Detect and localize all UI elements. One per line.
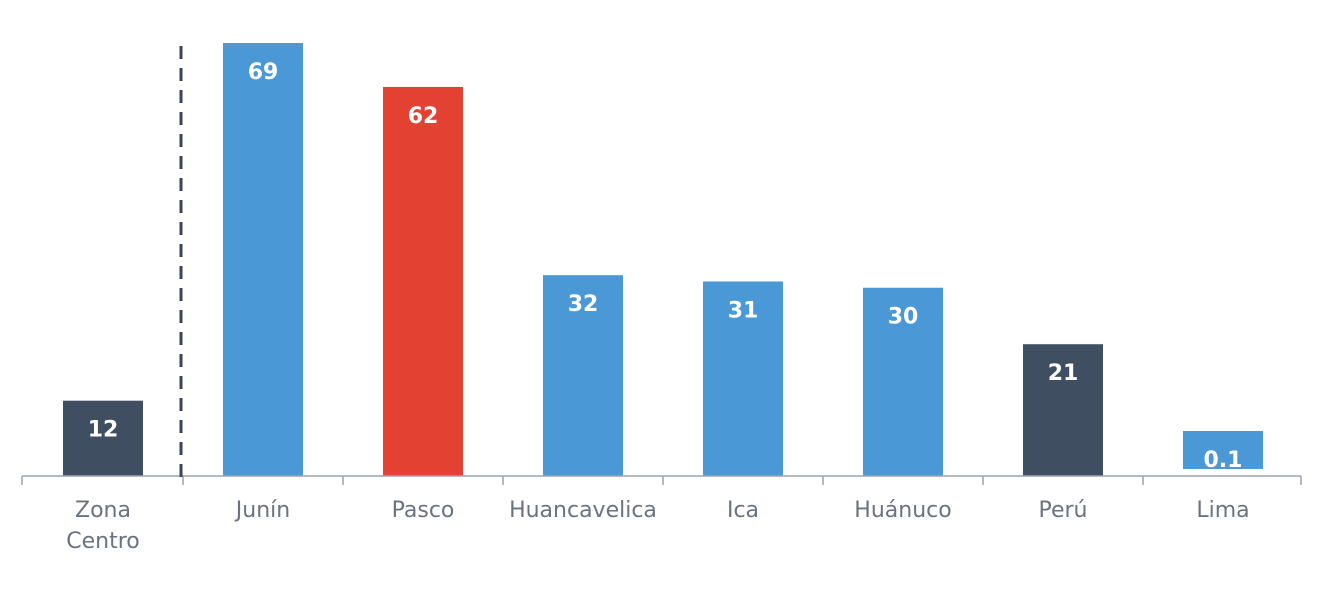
value-label-huancavelica: 32 [568,292,599,317]
bar-zona-centro [63,400,143,476]
category-label-lima: Lima [1196,498,1249,523]
bar-ica [703,281,783,476]
bar-junin [223,43,303,476]
bar-peru [1023,344,1103,476]
value-label-pasco: 62 [408,104,439,129]
value-label-peru: 21 [1048,361,1079,386]
category-label-huanuco: Huánuco [854,498,951,523]
value-label-ica: 31 [728,298,759,323]
bar-pasco [383,86,463,476]
category-label-zona-centro: Zona Centro [66,498,140,554]
bar-lima [1183,431,1263,469]
bar-huancavelica [543,275,623,476]
value-label-huanuco: 30 [888,305,919,330]
category-label-huancavelica: Huancavelica [509,498,657,523]
value-label-lima: 0.1 [1204,448,1243,473]
category-label-pasco: Pasco [392,498,455,523]
value-label-zona-centro: 12 [88,418,119,443]
labels-layer: 12 Zona Centro 69 Junín 62 Pasco 32 Huancavelica… [66,60,1249,554]
value-label-junin: 69 [248,60,279,85]
category-label-ica: Ica [727,498,759,523]
category-label-junin: Junín [234,498,290,523]
category-label-peru: Perú [1038,498,1087,523]
axis-layer [21,46,1302,485]
bars-layer [63,43,1263,476]
bar-huanuco [863,287,943,476]
